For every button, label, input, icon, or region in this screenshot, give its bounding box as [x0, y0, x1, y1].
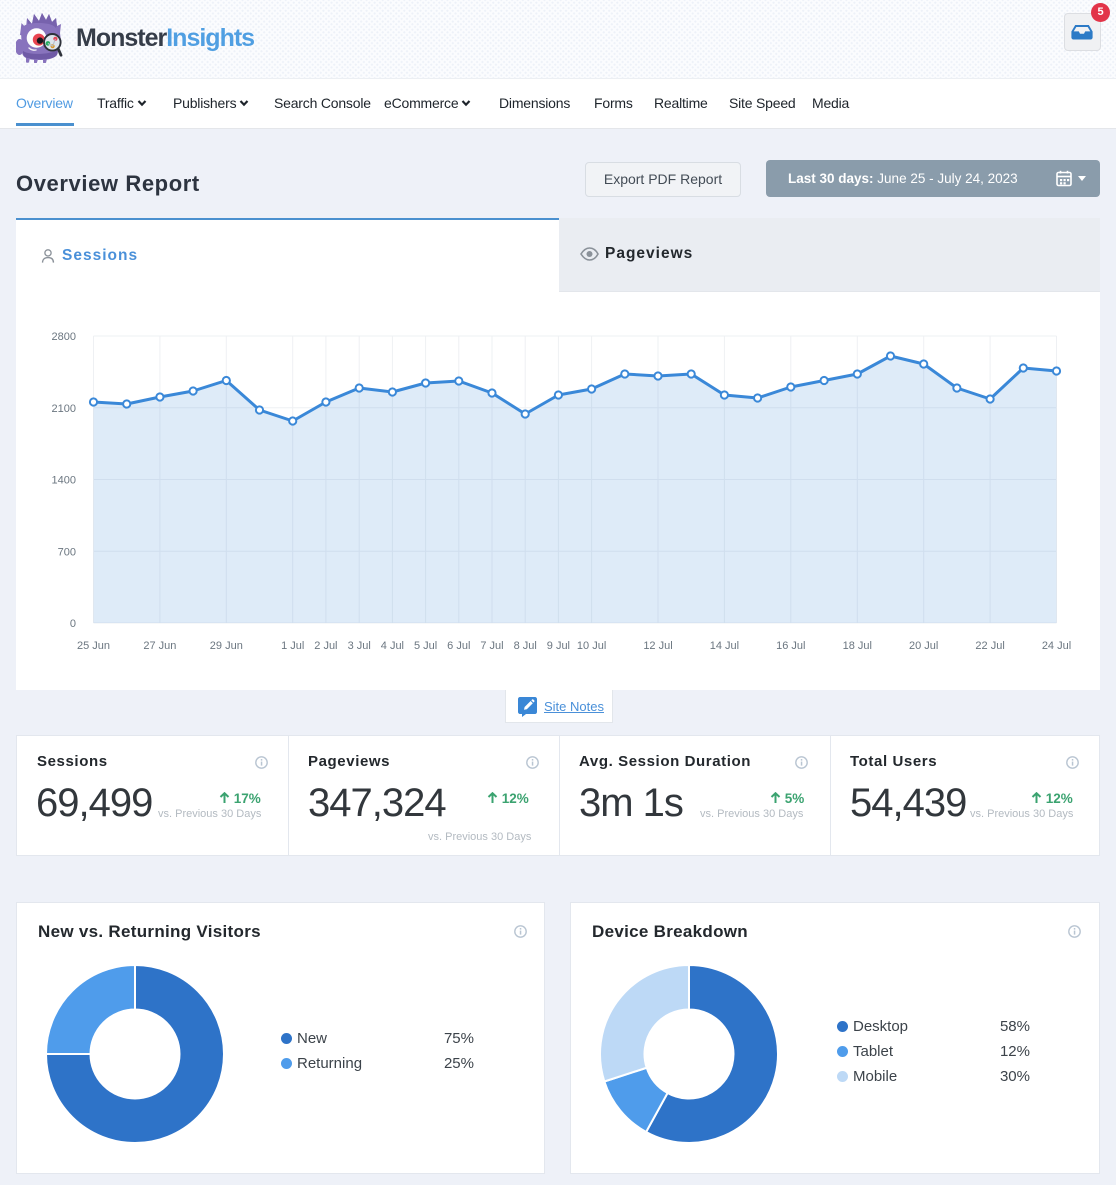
- svg-text:700: 700: [58, 546, 76, 558]
- svg-text:16 Jul: 16 Jul: [776, 640, 805, 652]
- svg-text:20 Jul: 20 Jul: [909, 640, 938, 652]
- svg-text:27 Jun: 27 Jun: [143, 640, 176, 652]
- svg-text:9 Jul: 9 Jul: [547, 640, 570, 652]
- svg-text:5 Jul: 5 Jul: [414, 640, 437, 652]
- svg-text:14 Jul: 14 Jul: [710, 640, 739, 652]
- svg-text:1400: 1400: [52, 475, 76, 487]
- svg-text:10 Jul: 10 Jul: [577, 640, 606, 652]
- svg-text:1 Jul: 1 Jul: [281, 640, 304, 652]
- svg-text:2800: 2800: [52, 331, 76, 343]
- svg-text:7 Jul: 7 Jul: [480, 640, 503, 652]
- svg-text:3 Jul: 3 Jul: [348, 640, 371, 652]
- svg-text:24 Jul: 24 Jul: [1042, 640, 1071, 652]
- svg-text:22 Jul: 22 Jul: [975, 640, 1004, 652]
- svg-text:4 Jul: 4 Jul: [381, 640, 404, 652]
- svg-text:8 Jul: 8 Jul: [514, 640, 537, 652]
- svg-text:2100: 2100: [52, 403, 76, 415]
- svg-text:2 Jul: 2 Jul: [314, 640, 337, 652]
- svg-text:0: 0: [70, 618, 76, 630]
- svg-text:18 Jul: 18 Jul: [843, 640, 872, 652]
- svg-text:29 Jun: 29 Jun: [210, 640, 243, 652]
- svg-text:6 Jul: 6 Jul: [447, 640, 470, 652]
- svg-text:25 Jun: 25 Jun: [77, 640, 110, 652]
- svg-text:12 Jul: 12 Jul: [643, 640, 672, 652]
